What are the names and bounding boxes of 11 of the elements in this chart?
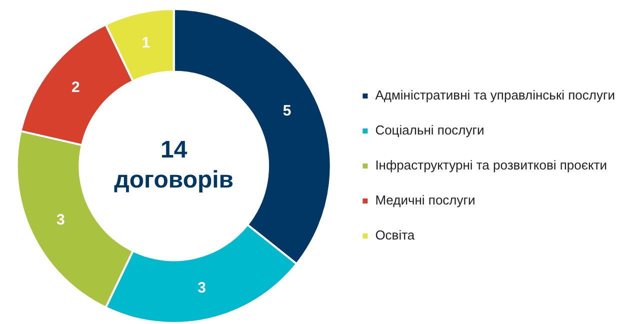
legend-label: Інфраструктурні та розвиткові проєкти: [375, 158, 608, 173]
data-label: 5: [282, 102, 292, 120]
data-label: 3: [56, 212, 65, 229]
data-label: 2: [71, 78, 80, 96]
legend-label: Освіта: [375, 228, 416, 243]
data-label: 3: [198, 280, 206, 297]
legend-label: Медичні послуги: [375, 192, 476, 208]
legend-label: Адміністративні та управлінські послуги: [375, 88, 616, 103]
data-label: 1: [142, 34, 150, 52]
legend-label: Соціальні послуги: [375, 122, 484, 138]
text: 14 договорів: [114, 136, 234, 194]
